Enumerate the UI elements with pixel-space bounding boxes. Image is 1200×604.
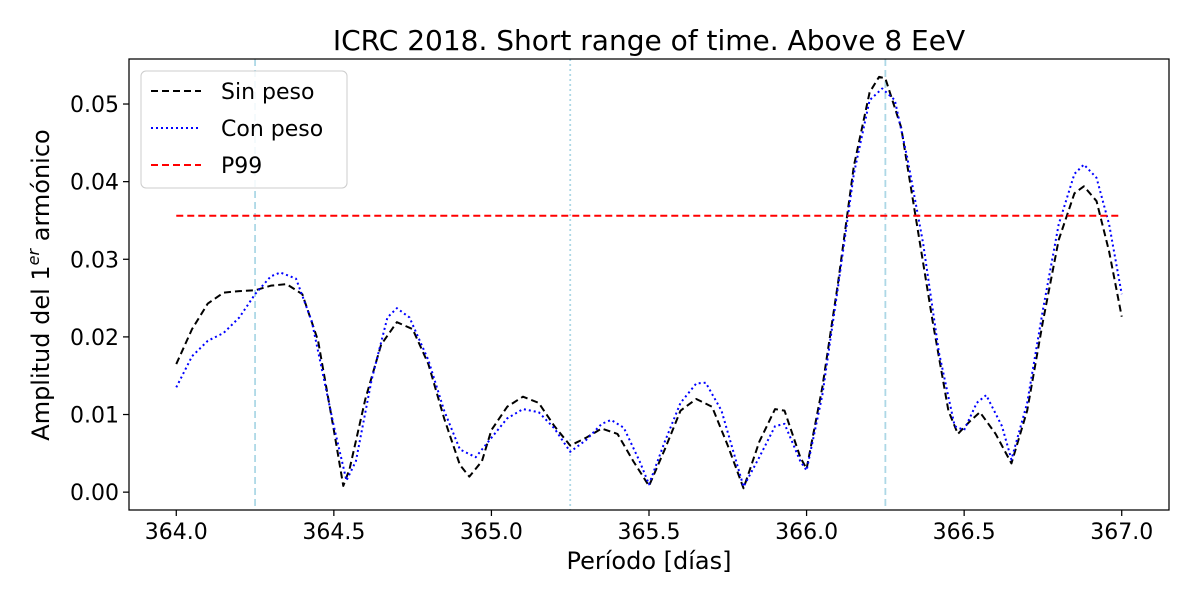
x-tick-label: 366.0: [775, 520, 838, 545]
y-tick-label: 0.00: [70, 481, 119, 506]
plot-content: [175, 59, 1123, 510]
y-tick-label: 0.03: [70, 248, 119, 273]
x-tick-label: 365.5: [618, 520, 681, 545]
series-line-con-peso: [175, 87, 1123, 488]
x-tick-label: 364.0: [145, 520, 208, 545]
legend-entries: Sin peso Con peso P99: [151, 80, 323, 179]
x-tick-label: 367.0: [1090, 520, 1153, 545]
y-axis-label-superscript: er: [24, 247, 43, 265]
x-axis-ticks: 364.0 364.5 365.0 365.5 366.0 366.5 367.0: [145, 510, 1153, 545]
y-tick-label: 0.04: [70, 171, 119, 196]
legend-label: P99: [221, 154, 262, 179]
y-tick-label: 0.02: [70, 326, 119, 351]
y-axis-label-tail: armónico: [27, 129, 55, 249]
x-tick-label: 364.5: [302, 520, 365, 545]
y-tick-label: 0.01: [70, 404, 119, 429]
y-axis-label-main: Amplitud del 1: [27, 265, 55, 440]
legend: Sin peso Con peso P99: [140, 70, 348, 189]
x-axis-label: Período [días]: [567, 547, 732, 575]
legend-label: Sin peso: [221, 80, 314, 105]
x-tick-label: 365.0: [460, 520, 523, 545]
chart-title: ICRC 2018. Short range of time. Above 8 …: [333, 24, 965, 57]
y-axis-ticks: 0.00 0.01 0.02 0.03 0.04 0.05: [70, 93, 129, 506]
plot-frame: [128, 58, 1170, 511]
series-line-sin-peso: [175, 75, 1123, 490]
y-axis-label: Amplitud del 1er armónico: [24, 129, 55, 440]
legend-label: Con peso: [221, 117, 323, 142]
x-tick-label: 366.5: [933, 520, 996, 545]
y-tick-label: 0.05: [70, 93, 119, 118]
legend-box: [140, 70, 348, 189]
